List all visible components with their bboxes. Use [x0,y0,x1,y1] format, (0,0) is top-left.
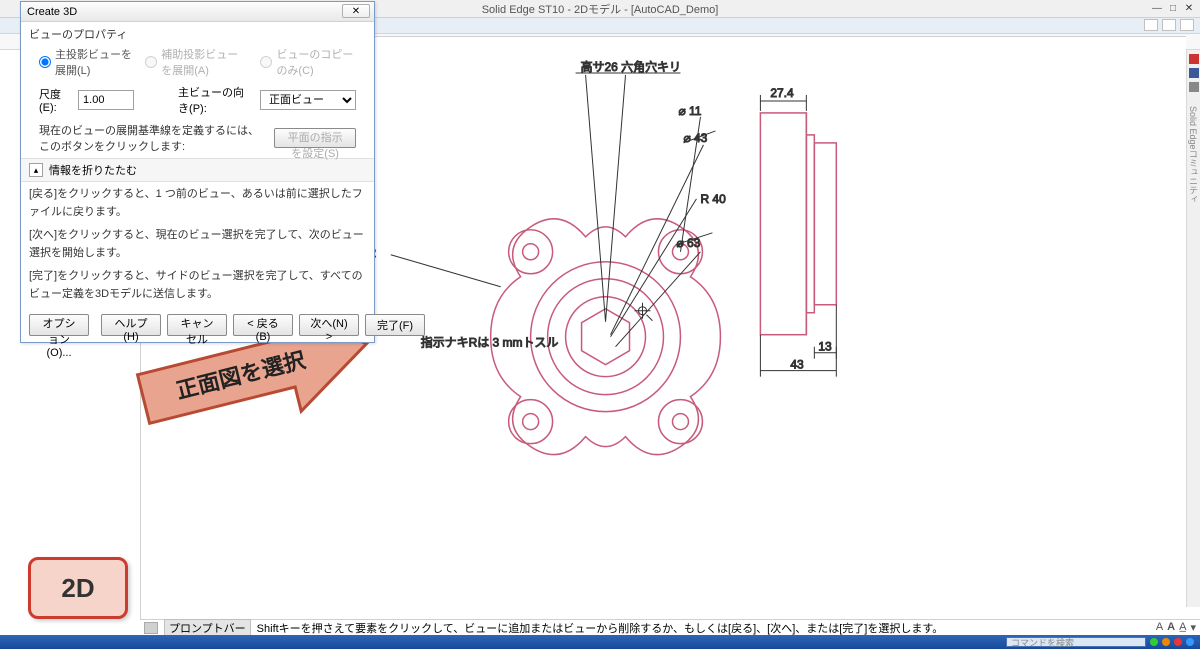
create-3d-dialog: Create 3D ✕ ビューのプロパティ 主投影ビューを展開(L) 補助投影ビ… [20,1,375,343]
command-search[interactable]: コマンドを検索 [1006,637,1146,647]
dialog-buttons: オプション(O)... ヘルプ(H) キャンセル < 戻る(B) 次へ(N) >… [21,308,374,342]
2d-badge: 2D [28,557,128,619]
dialog-hints: [戻る]をクリックすると、1 つ前のビュー、あるいは前に選択したファイルに戻りま… [21,182,374,308]
collapse-icon[interactable]: ▴ [29,163,43,177]
set-plane-button[interactable]: 平面の指示を設定(S) [274,128,356,148]
format-icon[interactable]: A̲ [1179,621,1186,634]
hint-next: [次へ]をクリックすると、現在のビュー選択を完了して、次のビュー選択を開始します… [29,227,366,262]
link-icon[interactable] [1189,82,1199,92]
prompt-text: Shiftキーを押さえて要素をクリックして、ビューに追加またはビューから削除する… [257,620,944,636]
community-label: Solid Edgeコミュニティ [1187,106,1200,204]
radio-copy-only[interactable]: ビューのコピーのみ(C) [260,46,356,78]
badge-label: 2D [61,573,94,604]
status-bar: コマンドを検索 [0,635,1200,649]
radio-aux-projection[interactable]: 補助投影ビューを展開(A) [145,46,248,78]
prompt-icon [144,622,158,634]
scale-input[interactable] [78,90,134,110]
projection-radios: 主投影ビューを展開(L) 補助投影ビューを展開(A) ビューのコピーのみ(C) [21,44,374,82]
ribbon-right-icons [1144,19,1194,31]
close-button[interactable]: ✕ [1182,1,1196,15]
format-icon[interactable]: A [1167,621,1175,634]
baseline-label: 現在のビューの展開基準線を定義するには、このボタンをクリックします: [39,122,266,154]
status-dot-orange [1162,638,1170,646]
dialog-title: Create 3D [27,6,77,18]
dim-note: 指示ナキRは 3 mmトスル [421,335,559,350]
prompt-label: プロンプトバー [164,619,251,637]
radio-input[interactable] [145,56,157,68]
right-sidebar: Solid Edgeコミュニティ [1186,50,1200,607]
dialog-titlebar: Create 3D ✕ [21,2,374,22]
status-dot-green [1150,638,1158,646]
options-button[interactable]: オプション(O)... [29,314,89,336]
baseline-row: 現在のビューの展開基準線を定義するには、このボタンをクリックします: 平面の指示… [21,118,374,158]
window-controls: — □ ✕ [1150,1,1196,15]
scale-label: 尺度(E): [39,86,70,114]
next-button[interactable]: 次へ(N) > [299,314,359,336]
maximize-button[interactable]: □ [1166,1,1180,15]
status-dot-red [1174,638,1182,646]
finish-button[interactable]: 完了(F) [365,314,425,336]
status-dot-blue [1186,638,1194,646]
ribbon-icon[interactable] [1162,19,1176,31]
orient-label: 主ビューの向き(P): [178,84,252,116]
dim-hex: 高サ26 六角穴キリ [581,59,681,74]
dim-top: 27.4 [770,86,794,100]
dim-bottom: 43 [790,358,804,372]
scale-row: 尺度(E): 主ビューの向き(P): 正面ビュー [21,82,374,118]
back-button[interactable]: < 戻る(B) [233,314,293,336]
facebook-icon[interactable] [1189,68,1199,78]
radio-input[interactable] [260,56,272,68]
format-icon[interactable]: A [1156,621,1163,634]
dim-r40: R 40 [700,192,726,206]
youtube-icon[interactable] [1189,54,1199,64]
radio-main-projection[interactable]: 主投影ビューを展開(L) [39,46,133,78]
hint-back: [戻る]をクリックすると、1 つ前のビュー、あるいは前に選択したファイルに戻りま… [29,186,366,221]
app-title: Solid Edge ST10 - 2Dモデル - [AutoCAD_Demo] [482,1,719,17]
dim-right-small: 13 [818,340,832,354]
orientation-select[interactable]: 正面ビュー [260,90,356,110]
info-collapse-bar[interactable]: ▴ 情報を折りたたむ [21,158,374,182]
dialog-close-button[interactable]: ✕ [342,4,370,18]
prompt-bar: プロンプトバー Shiftキーを押さえて要素をクリックして、ビューに追加またはビ… [140,619,1200,635]
cancel-button[interactable]: キャンセル [167,314,227,336]
help-button[interactable]: ヘルプ(H) [101,314,161,336]
dialog-group-title: ビューのプロパティ [21,22,374,44]
ribbon-icon[interactable] [1180,19,1194,31]
minimize-button[interactable]: — [1150,1,1164,15]
chevron-down-icon[interactable]: ▾ [1190,621,1196,634]
dim-d11: ⌀ 11 [678,104,701,118]
radio-input[interactable] [39,56,51,68]
ribbon-icon[interactable] [1144,19,1158,31]
hint-finish: [完了]をクリックすると、サイドのビュー選択を完了して、すべてのビュー定義を3D… [29,268,366,303]
collapse-label: 情報を折りたたむ [49,162,137,178]
